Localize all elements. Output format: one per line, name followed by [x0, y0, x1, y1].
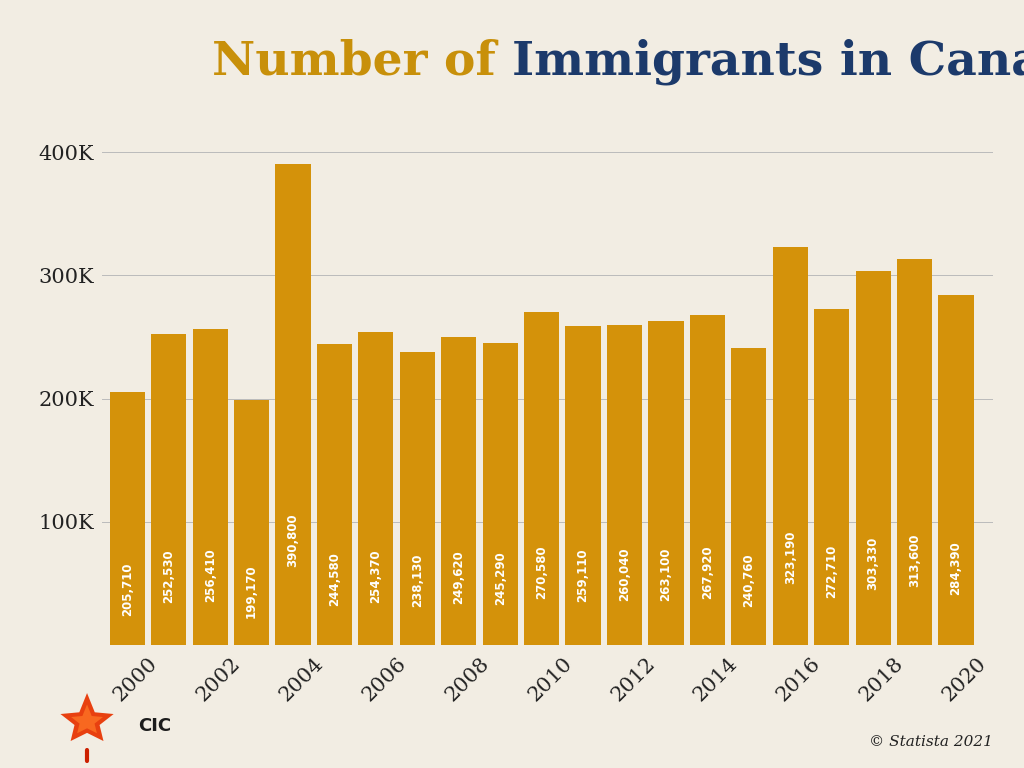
Bar: [731, 349, 766, 645]
Text: 272,710: 272,710: [825, 545, 839, 598]
Bar: [399, 352, 435, 645]
Text: 256,410: 256,410: [204, 548, 217, 602]
Text: 252,530: 252,530: [162, 550, 175, 604]
Bar: [233, 399, 269, 645]
Text: 254,370: 254,370: [370, 549, 382, 603]
Bar: [897, 259, 932, 645]
Bar: [358, 332, 393, 645]
Bar: [316, 344, 352, 645]
Text: 270,580: 270,580: [536, 545, 548, 598]
Bar: [938, 295, 974, 645]
Text: 323,190: 323,190: [783, 531, 797, 584]
Text: 284,390: 284,390: [949, 541, 963, 595]
Text: 313,600: 313,600: [908, 533, 921, 587]
Bar: [110, 392, 144, 645]
Text: 260,040: 260,040: [618, 548, 631, 601]
Text: 249,620: 249,620: [453, 551, 465, 604]
Text: © Statista 2021: © Statista 2021: [869, 735, 993, 749]
Bar: [193, 329, 227, 645]
Bar: [152, 334, 186, 645]
Text: CIC: CIC: [138, 717, 171, 735]
Bar: [690, 315, 725, 645]
Bar: [441, 337, 476, 645]
Text: 205,710: 205,710: [121, 563, 134, 616]
Text: 245,290: 245,290: [494, 551, 507, 605]
Text: 390,800: 390,800: [287, 514, 299, 568]
Text: 244,580: 244,580: [328, 552, 341, 606]
Bar: [855, 271, 891, 645]
Bar: [607, 325, 642, 645]
Text: 259,110: 259,110: [577, 548, 590, 601]
Bar: [648, 321, 684, 645]
Bar: [275, 164, 310, 645]
Text: 263,100: 263,100: [659, 547, 673, 601]
Bar: [814, 309, 849, 645]
Text: 267,920: 267,920: [700, 546, 714, 599]
Text: 199,170: 199,170: [245, 564, 258, 618]
Text: 303,330: 303,330: [866, 536, 880, 590]
Text: 240,760: 240,760: [742, 553, 756, 607]
Bar: [565, 326, 601, 645]
Text: Immigrants in Canada: Immigrants in Canada: [512, 38, 1024, 84]
Bar: [482, 343, 518, 645]
Bar: [524, 312, 559, 645]
Bar: [773, 247, 808, 645]
Text: Number of: Number of: [212, 38, 512, 84]
Text: 238,130: 238,130: [411, 554, 424, 607]
